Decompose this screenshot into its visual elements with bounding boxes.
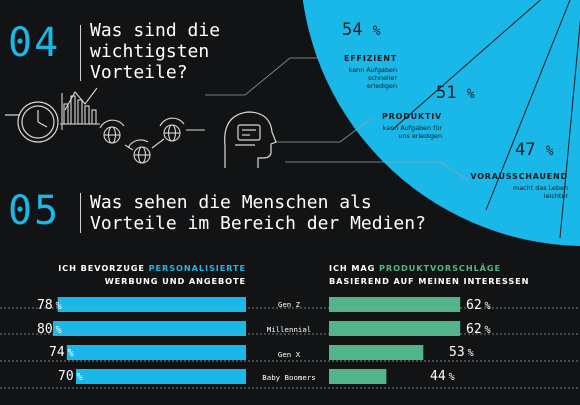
bar-chart-icon bbox=[60, 87, 100, 130]
right-value-label-3: 53% bbox=[449, 345, 474, 360]
section-number-04: 04 bbox=[8, 20, 61, 66]
section-05-question: Was sehen die Menschen als Vorteile im B… bbox=[90, 192, 426, 234]
ai-head-icon bbox=[224, 111, 277, 168]
left-value-label-4: 70% bbox=[58, 369, 83, 384]
right-chart-title: ICH MAG PRODUKTVORSCHLÄGE BASIEREND AUF … bbox=[329, 263, 530, 286]
right-value-label-1: 62% bbox=[466, 298, 491, 313]
right-value-label-4: 44% bbox=[430, 369, 455, 384]
dashed-lines bbox=[0, 307, 580, 389]
section-number-05: 05 bbox=[8, 188, 61, 234]
gen-label-1: Gen Z bbox=[277, 300, 301, 309]
bars-left bbox=[53, 297, 246, 384]
pie-category-3: VORAUSSCHAUEND bbox=[470, 172, 568, 181]
pie-pct-2: 51 % bbox=[436, 83, 475, 103]
pie-category-2: PRODUKTIV bbox=[382, 112, 442, 121]
pie-pct-1: 54 % bbox=[342, 20, 381, 40]
pie-divider-1 bbox=[391, 0, 542, 131]
left-value-label-3: 74% bbox=[49, 345, 74, 360]
pie-divider-2 bbox=[485, 0, 571, 211]
pie-divider-3 bbox=[559, 18, 580, 239]
gen-label-3: Gen X bbox=[277, 350, 301, 359]
left-value-label-2: 80% bbox=[37, 322, 62, 337]
pie-category-1: EFFIZIENT bbox=[344, 54, 397, 63]
pie-pct-3: 47 % bbox=[515, 140, 554, 160]
section-04-question: Was sind die wichtigsten Vorteile? bbox=[90, 20, 221, 83]
left-bar-1 bbox=[57, 297, 246, 312]
left-bar-4 bbox=[76, 369, 246, 384]
right-bar-1 bbox=[329, 297, 461, 312]
pie-desc-1: kann Aufgaben schneller erledigen bbox=[348, 66, 397, 90]
connector-line-2 bbox=[275, 117, 373, 143]
gen-label-4: Baby Boomers bbox=[262, 373, 316, 382]
pie-slice-background bbox=[302, 0, 580, 246]
left-value-label-1: 78% bbox=[37, 298, 62, 313]
gen-label-2: Millennial bbox=[266, 325, 312, 334]
connector-line-3 bbox=[285, 161, 469, 181]
connector-line-1 bbox=[205, 57, 318, 96]
clock-icon bbox=[5, 101, 59, 143]
left-chart-title: ICH BEVORZUGE PERSONALISIERTE WERBUNG UN… bbox=[58, 263, 246, 286]
cycle-globe-icon bbox=[99, 117, 205, 164]
section-04-divider bbox=[80, 25, 81, 81]
left-bar-2 bbox=[53, 321, 246, 336]
right-bar-4 bbox=[329, 369, 387, 384]
right-bar-3 bbox=[329, 345, 424, 360]
right-bar-2 bbox=[329, 321, 461, 336]
pie-desc-2: kann Aufgaben für uns erledigen bbox=[382, 124, 442, 140]
left-bar-3 bbox=[66, 345, 246, 360]
section-05-divider bbox=[80, 193, 81, 233]
right-value-label-2: 62% bbox=[466, 322, 491, 337]
pie-desc-3: macht das Leben leichter bbox=[513, 184, 568, 200]
